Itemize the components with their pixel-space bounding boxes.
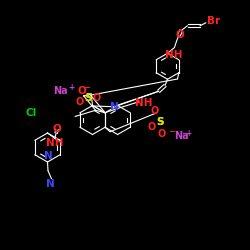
Text: Na: Na: [174, 131, 188, 141]
Text: O: O: [176, 30, 184, 40]
Text: NH: NH: [135, 98, 152, 108]
Text: −: −: [168, 128, 175, 136]
Text: +: +: [185, 129, 191, 138]
Text: O: O: [78, 86, 86, 96]
Text: O: O: [151, 106, 159, 116]
Text: O: O: [92, 93, 100, 103]
Text: O: O: [158, 129, 166, 139]
Text: NH: NH: [165, 50, 182, 60]
Text: S: S: [156, 117, 164, 127]
Text: S: S: [84, 93, 92, 103]
Text: Br: Br: [208, 16, 221, 26]
Text: O: O: [52, 124, 62, 134]
Text: S: S: [156, 117, 164, 127]
Text: O: O: [147, 122, 156, 132]
Text: S: S: [84, 93, 92, 103]
Text: NH: NH: [46, 138, 64, 148]
Text: −: −: [83, 84, 90, 92]
Text: Na: Na: [53, 86, 68, 96]
Text: +: +: [68, 84, 74, 92]
Text: N: N: [46, 179, 54, 189]
Text: Cl: Cl: [26, 108, 37, 118]
Text: N: N: [110, 102, 119, 112]
Text: O: O: [76, 97, 84, 107]
Text: N: N: [44, 151, 53, 161]
